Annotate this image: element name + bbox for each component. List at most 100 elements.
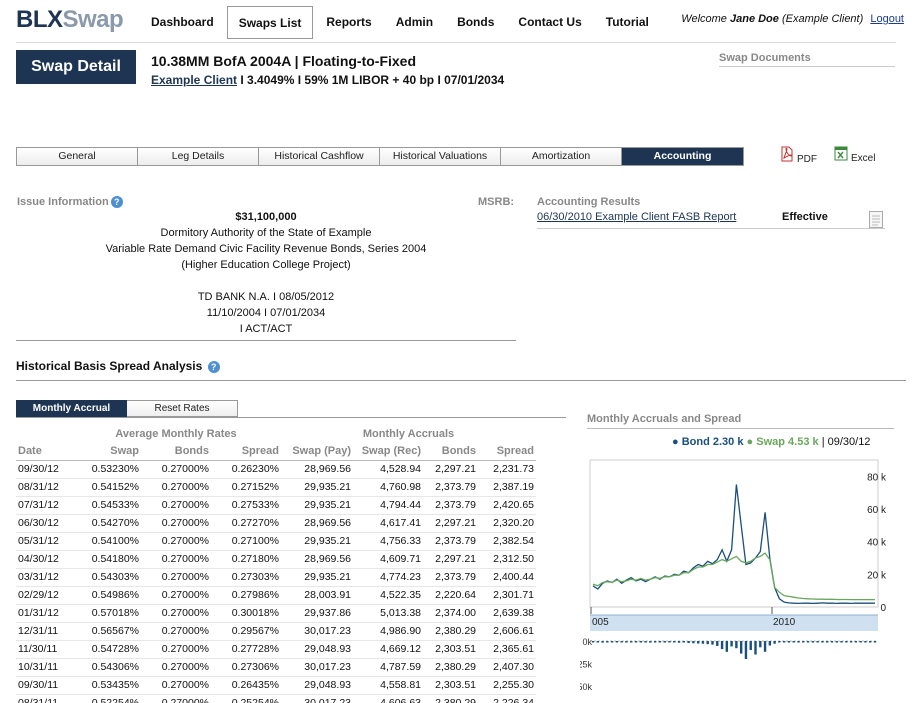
spread-bar	[778, 641, 781, 643]
excel-icon	[834, 146, 848, 164]
table-cell: 28,969.56	[281, 459, 353, 478]
spread-bar	[782, 641, 786, 643]
nav-dashboard[interactable]: Dashboard	[151, 15, 214, 29]
tab-accounting[interactable]: Accounting	[622, 148, 743, 165]
spread-bar	[816, 641, 819, 643]
table-cell: 11/30/11	[16, 639, 71, 658]
table-cell: 09/30/12	[16, 459, 71, 478]
col-swap-rate[interactable]: Swap	[71, 442, 141, 461]
table-cell: 4,756.33	[353, 531, 423, 550]
table-cell: 03/31/12	[16, 567, 71, 586]
logout-link[interactable]: Logout	[870, 13, 904, 25]
document-icon[interactable]	[869, 211, 883, 228]
x-tick-label: 005	[592, 617, 609, 628]
tab-reset-rates[interactable]: Reset Rates	[127, 400, 238, 417]
legend-swap[interactable]: ● Swap 4.53 k	[746, 436, 819, 448]
spread-bar	[687, 641, 690, 643]
excel-label: Excel	[851, 153, 876, 164]
spread-bar	[663, 641, 666, 643]
table-cell: 2,639.38	[478, 603, 536, 622]
y-tick-label: 60 k	[867, 505, 887, 516]
nav-bonds[interactable]: Bonds	[457, 15, 495, 29]
logo-text-swap: Swap	[62, 6, 124, 33]
col-date[interactable]: Date	[16, 442, 71, 461]
nav-reports[interactable]: Reports	[326, 15, 372, 29]
table-cell: 07/31/12	[16, 495, 71, 514]
spread-bar	[835, 641, 838, 643]
table-cell: 0.29567%	[211, 621, 281, 640]
legend-swap-value: 4.53 k	[788, 436, 819, 448]
day-count: I ACT/ACT	[239, 323, 293, 335]
nav-contact-us[interactable]: Contact Us	[518, 15, 582, 29]
table-cell: 0.54270%	[71, 513, 141, 532]
table-cell: 4,606.63	[353, 693, 423, 703]
legend-bond-name: Bond	[681, 436, 710, 448]
tab-historical-cashflow[interactable]: Historical Cashflow	[259, 148, 380, 165]
spread-bar	[840, 641, 843, 643]
table-cell: 29,048.93	[281, 639, 353, 658]
basis-spread-heading: Historical Basis Spread Analysis ?	[16, 359, 220, 373]
spread-bar	[859, 641, 862, 643]
col-swap-pay[interactable]: Swap (Pay)	[281, 442, 353, 461]
accounting-report-link[interactable]: 06/30/2010 Example Client FASB Report	[537, 211, 737, 223]
table-cell: 28,003.91	[281, 585, 353, 604]
y-tick-label: 80 k	[867, 472, 887, 483]
nav-tutorial[interactable]: Tutorial	[605, 15, 649, 29]
spread-bar	[744, 641, 748, 659]
table-cell: 2,400.44	[478, 567, 536, 586]
col-bonds-rate[interactable]: Bonds	[141, 442, 211, 461]
table-cell: 0.27000%	[141, 567, 211, 586]
nav-swaps-list[interactable]: Swaps List	[226, 6, 314, 39]
table-cell: 4,669.12	[353, 639, 423, 658]
table-cell: 0.54728%	[71, 639, 141, 658]
table-cell: 2,387.19	[478, 477, 536, 496]
table-cell: 01/31/12	[16, 603, 71, 622]
table-cell: 0.27000%	[141, 639, 211, 658]
table-cell: 0.54180%	[71, 549, 141, 568]
issue-divider	[16, 340, 516, 341]
issue-information-heading: Issue Information?	[17, 196, 123, 209]
help-icon[interactable]: ?	[207, 360, 220, 373]
spread-bar	[711, 641, 714, 645]
legend-bond[interactable]: ● Bond 2.30 k	[672, 436, 744, 448]
tab-amortization[interactable]: Amortization	[501, 148, 622, 165]
export-pdf-link[interactable]: PDF	[780, 146, 817, 165]
col-spread-rate[interactable]: Spread	[211, 442, 281, 461]
table-cell: 29,937.86	[281, 603, 353, 622]
tab-monthly-accrual[interactable]: Monthly Accrual	[16, 400, 127, 417]
table-cell: 0.57018%	[71, 603, 141, 622]
logo[interactable]: BLXSwap	[16, 6, 124, 34]
export-excel-link[interactable]: Excel	[834, 146, 875, 164]
tab-leg-details[interactable]: Leg Details	[138, 148, 259, 165]
spread-bar	[625, 641, 628, 643]
table-cell: 0.26435%	[211, 675, 281, 694]
table-cell: 0.56567%	[71, 621, 141, 640]
table-row: 10/31/11 0.54306% 0.27000% 0.27306% 30,017.2…	[16, 657, 536, 676]
tab-historical-valuations[interactable]: Historical Valuations	[380, 148, 501, 165]
table-cell: 0.27180%	[211, 549, 281, 568]
col-spread-accrual[interactable]: Spread	[478, 442, 536, 461]
col-swap-rec[interactable]: Swap (Rec)	[353, 442, 423, 461]
project-name: (Higher Education College Project)	[181, 259, 351, 271]
basis-spread-divider	[16, 380, 906, 381]
table-cell: 2,297.21	[423, 549, 478, 568]
spread-bar	[759, 641, 762, 648]
client-link[interactable]: Example Client	[151, 73, 238, 87]
table-cell: 2,407.30	[478, 657, 536, 676]
spread-bar	[854, 641, 858, 643]
table-cell: 28,969.56	[281, 549, 353, 568]
help-icon[interactable]: ?	[110, 196, 123, 209]
issue-dates: 11/10/2004 I 07/01/2034	[206, 307, 326, 319]
spread-bar	[869, 641, 872, 643]
accruals-chart[interactable]: 80 k 60 k 40 k 20 k 0 005 2010 0k -25k -50k	[580, 452, 900, 703]
nav-admin[interactable]: Admin	[395, 15, 434, 29]
spread-bar	[620, 641, 623, 643]
y-tick-label: 20 k	[867, 570, 887, 581]
tab-general[interactable]: General	[17, 148, 138, 165]
col-bonds-accrual[interactable]: Bonds	[423, 442, 478, 461]
spread-bar	[849, 641, 853, 643]
table-cell: 0.52254%	[71, 693, 141, 703]
table-row: 01/31/12 0.57018% 0.27000% 0.30018% 29,937.8…	[16, 603, 536, 622]
range-navigator	[590, 615, 878, 631]
table-cell: 2,303.51	[423, 675, 478, 694]
